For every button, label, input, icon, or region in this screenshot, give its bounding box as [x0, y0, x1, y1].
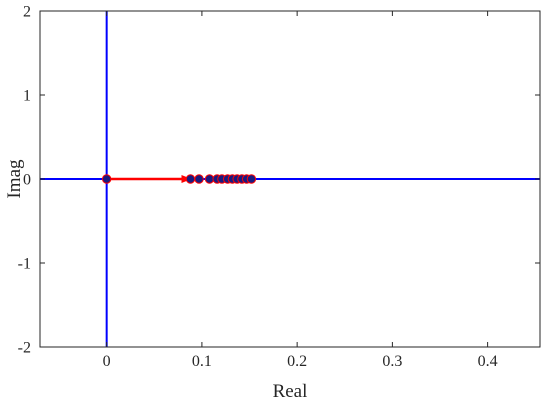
x-tick-label: 0: [103, 353, 111, 370]
x-tick-label: 0.4: [478, 353, 498, 370]
data-point: [101, 174, 112, 184]
y-tick-label: -2: [18, 340, 31, 357]
x-axis-ticks: 0 0.1 0.2 0.3 0.4: [103, 11, 498, 370]
x-tick-label: 0.2: [287, 353, 307, 370]
data-point: [246, 174, 257, 184]
y-axis-title: Imag: [4, 159, 25, 199]
y-tick-label: -1: [18, 256, 31, 273]
data-points: [101, 174, 257, 184]
y-tick-label: 1: [23, 88, 31, 105]
y-tick-label: 0: [23, 172, 31, 189]
data-point: [194, 174, 204, 184]
y-axis-ticks: -2 -1 0 1 2: [18, 4, 540, 357]
x-tick-label: 0.3: [382, 353, 402, 370]
y-tick-label: 2: [23, 4, 31, 21]
x-tick-label: 0.1: [192, 353, 212, 370]
data-point: [185, 174, 196, 184]
x-axis-title: Real: [273, 381, 308, 402]
